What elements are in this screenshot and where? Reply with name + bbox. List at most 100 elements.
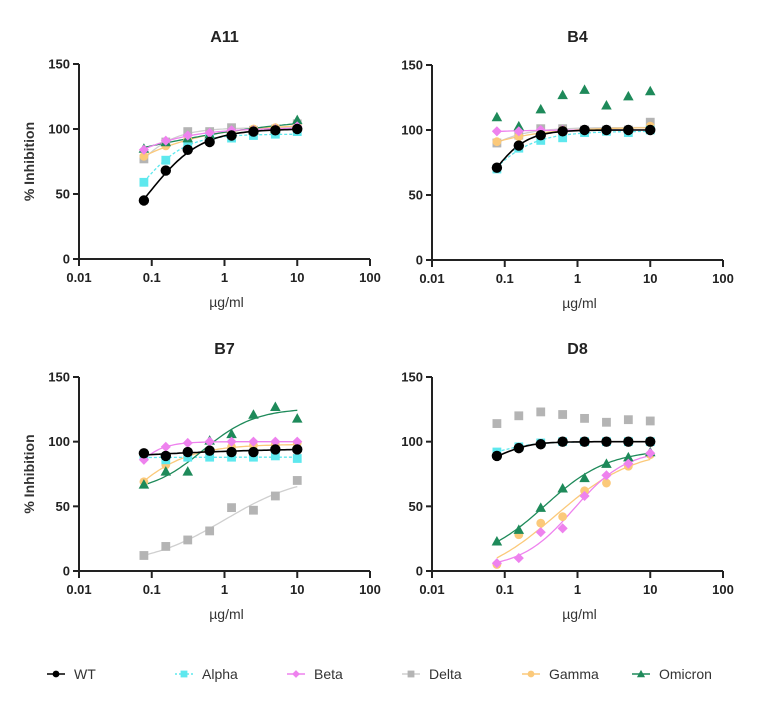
point-wt xyxy=(513,140,524,151)
point-wt xyxy=(491,450,503,462)
point-delta xyxy=(492,419,502,428)
series-delta xyxy=(492,407,655,428)
legend-marker-gamma xyxy=(527,670,535,678)
point-delta xyxy=(645,416,655,426)
point-delta xyxy=(183,535,193,545)
point-wt xyxy=(535,130,546,141)
point-wt xyxy=(292,123,303,135)
point-omicron xyxy=(291,114,303,125)
x-tick-label: 100 xyxy=(359,582,381,597)
x-tick-label: 0.1 xyxy=(496,582,514,597)
point-wt xyxy=(645,124,656,136)
series-wt xyxy=(138,123,303,206)
y-tick-label: 50 xyxy=(56,187,70,202)
point-wt xyxy=(226,130,237,141)
x-tick-label: 0.1 xyxy=(143,582,161,597)
x-tick-label: 100 xyxy=(712,271,734,286)
point-wt xyxy=(292,444,303,455)
point-omicron xyxy=(623,90,634,101)
point-omicron xyxy=(513,524,525,534)
point-omicron xyxy=(291,413,303,423)
point-wt xyxy=(182,446,193,458)
point-delta xyxy=(270,491,280,501)
legend-marker-wt xyxy=(52,670,60,678)
point-alpha xyxy=(161,155,171,165)
point-beta xyxy=(160,441,171,452)
x-tick-label: 10 xyxy=(643,582,657,597)
series-beta xyxy=(491,448,656,569)
x-tick-label: 0.01 xyxy=(419,582,444,597)
point-delta xyxy=(139,551,149,560)
point-wt xyxy=(138,195,150,206)
point-gamma xyxy=(580,486,589,496)
legend-item-wt: WT xyxy=(47,666,96,682)
point-beta xyxy=(204,127,215,138)
point-delta xyxy=(536,407,546,417)
point-beta xyxy=(204,436,215,447)
point-beta xyxy=(182,130,193,141)
point-omicron xyxy=(513,120,525,131)
point-wt xyxy=(623,124,634,136)
panel-d8: D8 0 50 100 150 0.01 0.1 1 10 100 µg/ml xyxy=(401,341,734,622)
point-beta xyxy=(645,448,656,459)
panel-title: D8 xyxy=(567,341,588,358)
legend-item-omicron: Omicron xyxy=(632,666,712,682)
point-wt xyxy=(491,162,503,173)
series-wt xyxy=(491,436,656,462)
point-omicron xyxy=(182,466,194,476)
point-beta xyxy=(579,490,590,502)
point-wt xyxy=(270,444,281,455)
point-wt xyxy=(160,450,171,462)
point-wt xyxy=(601,436,612,447)
point-alpha xyxy=(270,451,280,461)
x-tick-label: 0.1 xyxy=(143,270,161,285)
point-beta xyxy=(491,126,502,137)
legend-item-gamma: Gamma xyxy=(522,666,599,682)
point-wt xyxy=(579,124,590,136)
point-gamma xyxy=(602,478,611,488)
x-axis-label: µg/ml xyxy=(209,294,244,310)
legend-marker-alpha xyxy=(180,670,188,678)
point-wt xyxy=(579,436,590,447)
series-omicron xyxy=(491,84,656,131)
x-tick-label: 10 xyxy=(643,271,657,286)
y-tick-label: 50 xyxy=(409,188,423,203)
point-wt xyxy=(513,442,524,454)
point-beta xyxy=(513,126,524,137)
point-delta xyxy=(558,410,568,419)
panel-b4: B4 0 50 100 150 0.01 0.1 1 10 100 µg/ml xyxy=(401,29,734,311)
y-tick-label: 0 xyxy=(63,252,70,267)
point-delta xyxy=(205,526,215,536)
point-alpha xyxy=(292,454,302,463)
point-wt xyxy=(270,125,281,136)
point-wt xyxy=(535,439,546,450)
point-delta xyxy=(623,415,633,425)
y-tick-label: 0 xyxy=(416,253,423,268)
legend-label: Alpha xyxy=(202,666,238,682)
point-beta xyxy=(601,470,612,481)
point-delta xyxy=(227,503,236,513)
legend-label: Delta xyxy=(429,666,462,682)
point-omicron xyxy=(248,409,259,419)
y-tick-label: 0 xyxy=(63,564,70,579)
x-tick-label: 0.01 xyxy=(66,582,91,597)
panel-title: B4 xyxy=(567,29,588,46)
x-tick-label: 100 xyxy=(359,270,381,285)
point-omicron xyxy=(644,85,656,96)
point-delta xyxy=(249,505,258,515)
legend-item-beta: Beta xyxy=(287,666,343,682)
point-omicron xyxy=(535,103,547,114)
point-wt xyxy=(138,448,150,459)
y-tick-label: 100 xyxy=(48,434,70,449)
x-tick-label: 1 xyxy=(221,270,228,285)
point-wt xyxy=(601,124,612,136)
y-tick-label: 150 xyxy=(401,58,423,73)
point-omicron xyxy=(491,535,503,546)
point-beta xyxy=(557,523,568,534)
point-delta xyxy=(580,413,589,423)
point-omicron xyxy=(270,401,281,411)
y-tick-label: 0 xyxy=(416,564,423,579)
y-tick-label: 50 xyxy=(409,499,423,514)
point-omicron xyxy=(557,482,568,493)
series-delta xyxy=(139,476,302,560)
